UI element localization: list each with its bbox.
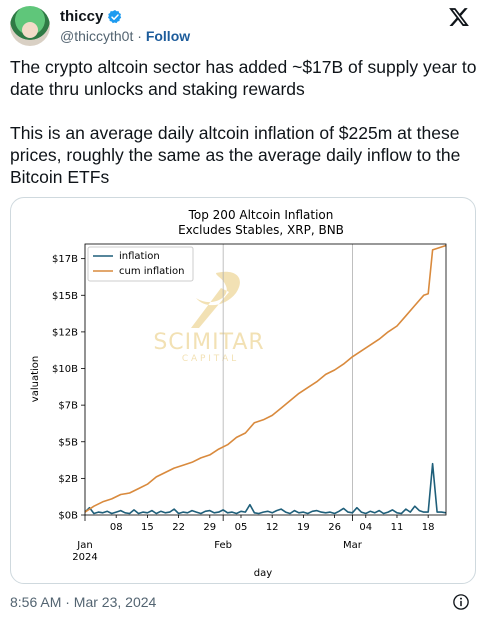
legend-box	[87, 246, 194, 282]
handle-row: @thiccyth0t · Follow	[60, 28, 190, 44]
chart-subtitle: Excludes Stables, XRP, BNB	[178, 223, 344, 237]
inflation-chart: Top 200 Altcoin Inflation Excludes Stabl…	[30, 208, 447, 579]
verified-badge-icon	[108, 9, 122, 23]
x-tick-label: 22	[172, 522, 185, 533]
y-axis-ticks: $0B $2B $5B $7B $10B $12B $15B $17B	[52, 254, 85, 522]
x-tick-label: 12	[266, 522, 279, 533]
grid-lines	[84, 244, 353, 515]
x-tick-label: 29	[203, 522, 216, 533]
y-tick-label: $2B	[58, 474, 78, 485]
scimitar-logo-icon	[191, 271, 240, 328]
x-month-label: Mar	[343, 540, 363, 551]
chart-image[interactable]: Top 200 Altcoin Inflation Excludes Stabl…	[10, 197, 476, 584]
separator-dot: ·	[137, 28, 142, 44]
x-logo-icon[interactable]	[448, 6, 470, 28]
y-tick-label: $7B	[58, 401, 78, 412]
watermark: SCIMITAR C A P I T A L	[153, 271, 264, 364]
x-axis-label: day	[254, 568, 272, 579]
y-axis-label: valuation	[30, 356, 41, 402]
legend: inflation cum inflation	[87, 246, 194, 282]
follow-button[interactable]: Follow	[145, 28, 191, 44]
legend-label-cum-inflation: cum inflation	[119, 266, 184, 277]
tweet-body: The crypto altcoin sector has added ~$17…	[10, 56, 480, 210]
watermark-line1: SCIMITAR	[153, 330, 264, 355]
x-month-label: Jan	[76, 540, 92, 551]
tweet-footer: 8:56 AM · Mar 23, 2024	[10, 594, 476, 610]
legend-label-inflation: inflation	[119, 251, 160, 262]
x-tick-label: 19	[297, 522, 310, 533]
tweet-paragraph-1: The crypto altcoin sector has added ~$17…	[10, 57, 477, 99]
y-tick-label: $0B	[58, 511, 78, 522]
x-month-label: Feb	[214, 540, 232, 551]
display-name[interactable]: thiccy	[60, 8, 104, 25]
y-tick-label: $5B	[58, 437, 78, 448]
y-tick-label: $10B	[52, 364, 78, 375]
x-year-label: 2024	[72, 552, 97, 563]
timestamp[interactable]: 8:56 AM · Mar 23, 2024	[10, 594, 157, 610]
x-tick-label: 11	[391, 522, 404, 533]
x-tick-label: 26	[328, 522, 341, 533]
y-tick-label: $15B	[52, 291, 78, 302]
info-icon[interactable]	[452, 593, 470, 611]
avatar[interactable]	[10, 6, 50, 46]
series-lines	[84, 244, 447, 515]
tweet-header: thiccy @thiccyth0t · Follow	[10, 6, 476, 46]
display-name-row: thiccy	[60, 8, 123, 25]
handle[interactable]: @thiccyth0t	[60, 28, 134, 44]
watermark-line2: C A P I T A L	[182, 354, 236, 364]
x-tick-label: 05	[235, 522, 248, 533]
y-tick-label: $17B	[52, 254, 78, 265]
x-tick-label: 15	[141, 522, 154, 533]
chart-title: Top 200 Altcoin Inflation	[188, 208, 334, 222]
x-tick-label: 08	[110, 522, 123, 533]
series-line-cum-inflation	[84, 244, 447, 513]
x-tick-label: 04	[359, 522, 372, 533]
y-tick-label: $12B	[52, 327, 78, 338]
series-line-inflation	[84, 462, 447, 515]
x-tick-label: 18	[422, 522, 435, 533]
tweet-paragraph-2: This is an average daily altcoin inflati…	[10, 123, 461, 187]
plot-frame	[84, 243, 447, 516]
avatar-face	[22, 22, 38, 38]
